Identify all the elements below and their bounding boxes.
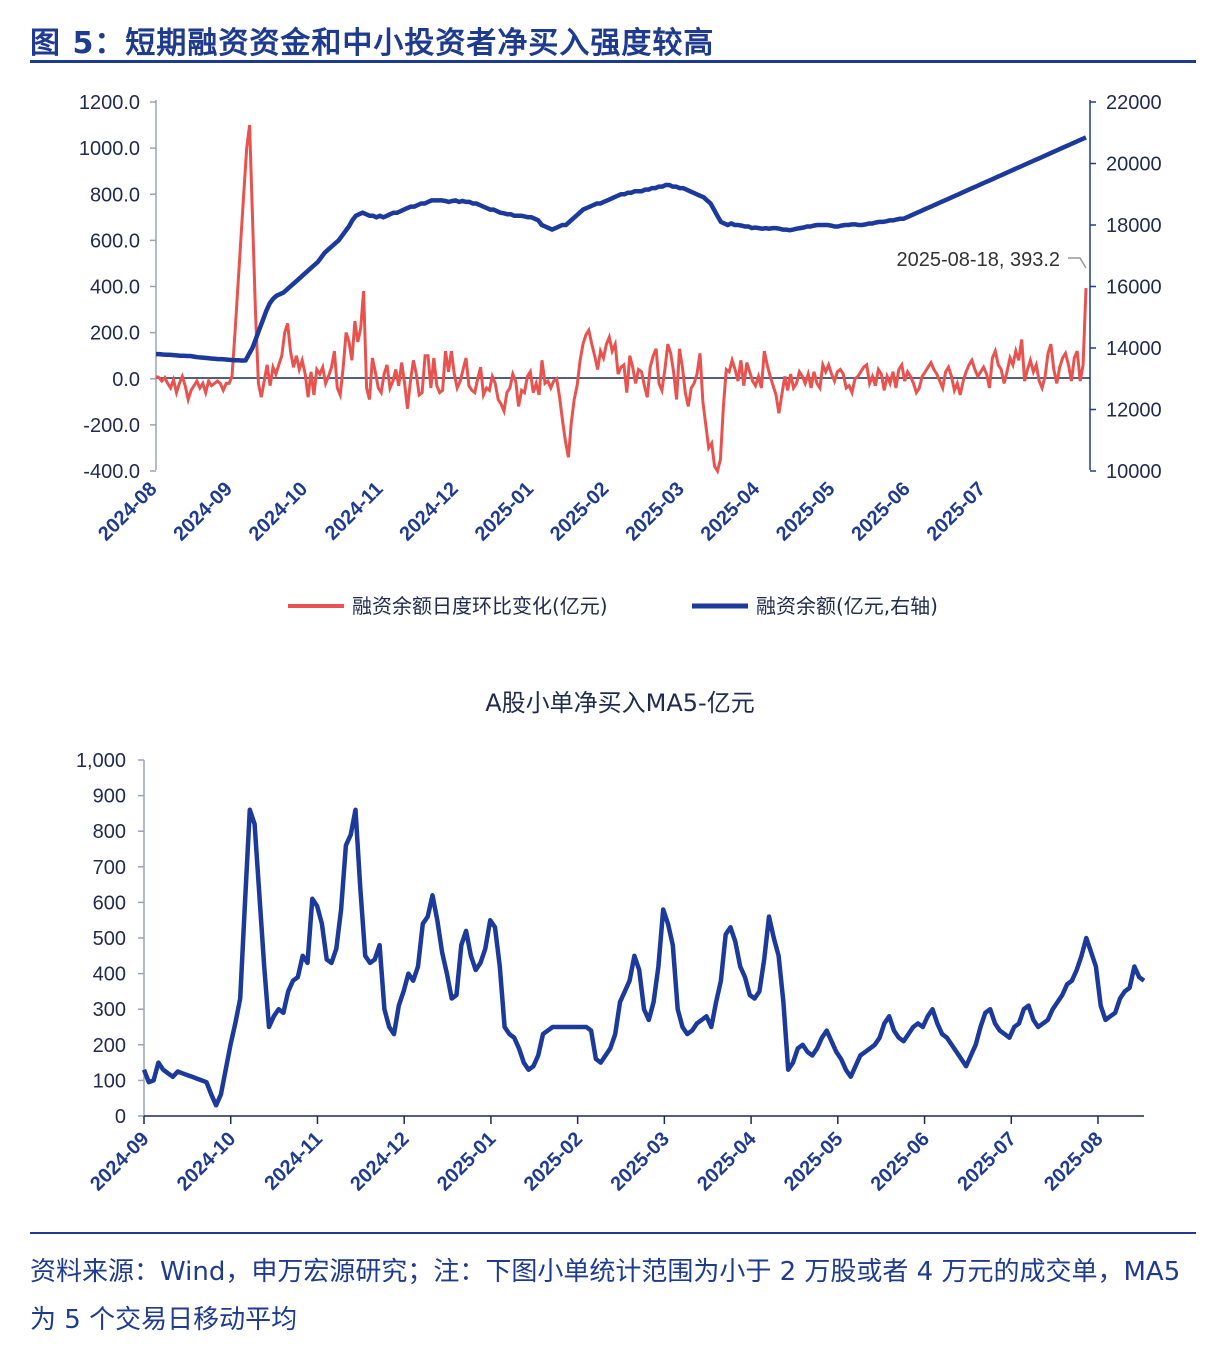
source-note: 资料来源：Wind，申万宏源研究；注：下图小单统计范围为小于 2 万股或者 4 … (30, 1257, 1181, 1335)
legend-label-balance: 融资余额(亿元,右轴) (756, 594, 938, 618)
chart1-left-tick-label: 1200.0 (79, 92, 140, 114)
chart1-right-tick-label: 22000 (1106, 92, 1162, 114)
chart1-right-tick-label: 14000 (1106, 338, 1162, 360)
chart2-y-tick-label: 1,000 (76, 750, 126, 772)
chart2-y-tick-label: 200 (93, 1035, 126, 1057)
chart1-x-tick-label: 2025-05 (772, 478, 839, 545)
chart1-annotation-leader (1068, 257, 1087, 269)
chart2-y-ticks: 1,000 900 800 700 600 500 400 300 200 100 0 (76, 750, 144, 1128)
chart2-x-tick-label: 2025-06 (867, 1128, 934, 1195)
chart1-left-tick-label: 1000.0 (79, 138, 140, 160)
chart1-x-tick-label: 2024-11 (321, 478, 388, 545)
chart1-right-ticks: 22000 20000 18000 16000 14000 12000 10000 (1090, 92, 1162, 483)
chart2-y-tick-label: 800 (93, 821, 126, 843)
chart1-x-tick-label: 2025-01 (471, 478, 538, 545)
chart2-x-tick-label: 2025-07 (953, 1128, 1020, 1195)
chart1-series-change (155, 124, 1088, 475)
chart2-y-tick-label: 900 (93, 786, 126, 808)
chart1-left-ticks: 1200.0 1000.0 800.0 600.0 400.0 200.0 0.0 -200.… (79, 92, 156, 483)
chart2-y-tick-label: 500 (93, 928, 126, 950)
chart1-left-tick-label: -200.0 (83, 415, 140, 437)
chart2-x-tick-label: 2025-01 (433, 1128, 500, 1195)
chart2-y-tick-label: 300 (93, 999, 126, 1021)
chart2-y-tick-label: 400 (93, 964, 126, 986)
footer-rule (30, 1232, 1196, 1234)
chart2: A股小单净买入MA5-亿元 1,000 900 800 700 600 500 400 300… (76, 689, 1146, 1195)
chart1-x-ticks: 2024-08 2024-09 2024-10 2024-11 2024-12 2025-… (94, 477, 990, 545)
chart1-right-tick-label: 12000 (1106, 400, 1162, 422)
chart2-y-tick-label: 700 (93, 857, 126, 879)
chart1-legend: 融资余额日度环比变化(亿元) 融资余额(亿元,右轴) (288, 594, 938, 618)
chart1-x-tick-label: 2025-02 (546, 478, 613, 545)
chart1-x-tick-label: 2025-04 (697, 477, 765, 545)
chart2-x-tick-label: 2024-12 (346, 1128, 413, 1195)
chart1-x-tick-label: 2025-07 (923, 478, 990, 545)
chart1-right-tick-label: 20000 (1106, 154, 1162, 176)
chart1: 1200.0 1000.0 800.0 600.0 400.0 200.0 0.0 -200.… (79, 92, 1162, 618)
chart1-annotation: 2025-08-18, 393.2 (897, 249, 1087, 271)
chart1-right-tick-label: 16000 (1106, 277, 1162, 299)
chart1-left-tick-label: 200.0 (90, 323, 140, 345)
title-rule (30, 60, 1196, 63)
legend-label-change: 融资余额日度环比变化(亿元) (352, 594, 608, 618)
chart1-annotation-text: 2025-08-18, 393.2 (897, 249, 1060, 271)
chart2-y-tick-label: 600 (93, 892, 126, 914)
chart1-x-tick-label: 2024-10 (245, 478, 312, 545)
chart2-x-tick-label: 2025-04 (693, 1127, 761, 1195)
chart2-series-small-orders (141, 807, 1146, 1108)
chart2-title: A股小单净买入MA5-亿元 (485, 689, 754, 717)
chart1-x-tick-label: 2025-06 (847, 478, 914, 545)
chart2-x-tick-label: 2025-05 (780, 1128, 847, 1195)
chart1-x-tick-label: 2025-03 (621, 478, 688, 545)
chart2-x-tick-label: 2024-11 (260, 1128, 327, 1195)
chart1-left-tick-label: -400.0 (83, 461, 140, 483)
chart2-x-tick-label: 2024-09 (86, 1128, 153, 1195)
chart2-y-tick-label: 100 (93, 1070, 126, 1092)
chart2-y-tick-label: 0 (115, 1106, 126, 1128)
chart2-x-ticks: 2024-09 2024-10 2024-11 2024-12 2025-01 2025-… (86, 1116, 1108, 1195)
chart1-left-tick-label: 800.0 (90, 184, 140, 206)
chart2-x-tick-label: 2025-02 (520, 1128, 587, 1195)
chart1-x-tick-label: 2024-09 (169, 478, 236, 545)
chart1-left-tick-label: 400.0 (90, 277, 140, 299)
chart1-left-tick-label: 0.0 (112, 369, 140, 391)
chart1-left-tick-label: 600.0 (90, 230, 140, 252)
chart2-x-tick-label: 2024-10 (173, 1128, 240, 1195)
chart1-right-tick-label: 18000 (1106, 215, 1162, 237)
chart1-right-tick-label: 10000 (1106, 461, 1162, 483)
figure-title: 图 5：短期融资资金和中小投资者净买入强度较高 (30, 26, 715, 61)
chart1-x-tick-label: 2024-12 (395, 478, 462, 545)
chart2-x-tick-label: 2025-03 (606, 1128, 673, 1195)
chart1-x-tick-label: 2024-08 (94, 478, 161, 545)
chart1-series-balance (156, 135, 1087, 363)
chart2-x-tick-label: 2025-08 (1040, 1128, 1107, 1195)
